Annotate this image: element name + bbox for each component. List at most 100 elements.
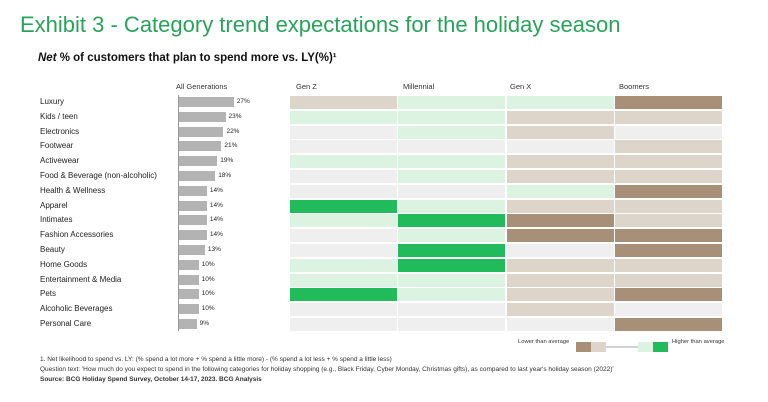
- chart-subtitle: Net % of customers that plan to spend mo…: [38, 52, 337, 64]
- bar-kids-teen: [178, 111, 226, 122]
- bar-footwear: [178, 141, 222, 152]
- heatmap-cell-electronics-gen-x: [507, 125, 614, 139]
- heatmap-cell-footwear-boomers: [615, 140, 722, 154]
- heatmap-cell-beauty-boomers: [615, 244, 722, 257]
- exhibit-title: Exhibit 3 - Category trend expectations …: [20, 12, 621, 37]
- category-label-pets: Pets: [40, 289, 57, 299]
- heatmap-cell-footwear-millennial: [398, 140, 505, 154]
- heatmap-cell-health-wellness-boomers: [615, 184, 722, 198]
- heatmap-cell-pets-gen-z: [290, 288, 397, 302]
- heatmap-cell-activewear-boomers: [615, 155, 722, 169]
- bar-value-label-intimates: 14%: [209, 216, 223, 224]
- heatmap-cell-beauty-gen-z: [290, 244, 397, 257]
- heatmap-cell-home-goods-millennial: [398, 258, 505, 272]
- bar-value-label-footwear: 21%: [224, 142, 238, 150]
- bar-value-label-beauty: 13%: [207, 246, 221, 253]
- heatmap-cell-electronics-gen-z: [290, 125, 397, 139]
- bar-intimates: [178, 215, 207, 226]
- bar-value-label-electronics: 22%: [226, 127, 240, 135]
- heatmap-cell-apparel-boomers: [615, 199, 722, 213]
- column-header-all-generations: All Generations: [176, 82, 228, 91]
- heatmap-cell-electronics-millennial: [398, 125, 505, 139]
- heatmap-cell-footwear-gen-z: [290, 140, 397, 154]
- heatmap-cell-pets-millennial: [398, 288, 505, 302]
- heatmap-cell-pets-gen-x: [507, 288, 614, 302]
- heatmap-cell-fashion-accessories-millennial: [398, 229, 505, 243]
- bar-alcoholic-beverages: [178, 304, 199, 315]
- category-label-entertainment-media: Entertainment & Media: [40, 274, 122, 284]
- category-label-home-goods: Home Goods: [40, 259, 88, 269]
- legend-lower-label: Lower than average: [518, 339, 570, 345]
- heatmap-cell-alcoholic-beverages-gen-x: [507, 303, 614, 317]
- bar-value-label-activewear: 19%: [220, 157, 234, 165]
- heatmap-cell-health-wellness-millennial: [398, 184, 505, 198]
- bar-pets: [178, 289, 199, 300]
- heatmap-cell-personal-care-gen-x: [507, 318, 614, 331]
- legend-higher-label: Higher than average: [672, 339, 725, 345]
- category-label-food-beverage-non-alcoholic: Food & Beverage (non-alcoholic): [40, 171, 157, 180]
- heatmap-cell-personal-care-boomers: [615, 318, 722, 331]
- heatmap-cell-beauty-millennial: [398, 244, 505, 257]
- subtitle-emphasis: Net: [38, 52, 57, 64]
- heatmap-cell-apparel-gen-x: [507, 199, 614, 213]
- heatmap-cell-activewear-gen-x: [507, 155, 614, 169]
- heatmap-cell-footwear-gen-x: [507, 140, 614, 154]
- heatmap-cell-food-beverage-non-alcoholic-gen-x: [507, 170, 614, 183]
- bar-food-beverage-non-alcoholic: [178, 171, 216, 181]
- category-label-activewear: Activewear: [40, 156, 80, 166]
- footnote-source-text: Source: BCG Holiday Spend Survey, Octobe…: [40, 376, 262, 383]
- category-label-luxury: Luxury: [40, 97, 65, 106]
- heatmap-cell-entertainment-media-millennial: [398, 273, 505, 287]
- bar-personal-care: [178, 319, 197, 329]
- heatmap-cell-entertainment-media-gen-z: [290, 273, 397, 287]
- heatmap-cell-fashion-accessories-gen-z: [290, 229, 397, 243]
- heatmap-cell-food-beverage-non-alcoholic-boomers: [615, 170, 722, 183]
- heatmap-cell-home-goods-gen-x: [507, 258, 614, 272]
- heatmap-cell-food-beverage-non-alcoholic-millennial: [398, 170, 505, 183]
- column-header-gen-z: Gen Z: [296, 82, 317, 91]
- heatmap-cell-food-beverage-non-alcoholic-gen-z: [290, 170, 397, 183]
- heatmap-cell-entertainment-media-gen-x: [507, 273, 614, 287]
- bar-value-label-personal-care: 9%: [199, 320, 209, 327]
- heatmap-cell-kids-teen-gen-x: [507, 110, 614, 124]
- heatmap-cell-fashion-accessories-boomers: [615, 229, 722, 243]
- category-label-personal-care: Personal Care: [40, 319, 92, 328]
- bar-value-label-kids-teen: 23%: [228, 112, 242, 120]
- category-label-apparel: Apparel: [40, 200, 68, 210]
- bar-apparel: [178, 200, 207, 211]
- bar-axis-line: [178, 95, 179, 331]
- bar-electronics: [178, 126, 224, 137]
- heatmap-cell-home-goods-boomers: [615, 258, 722, 272]
- category-label-alcoholic-beverages: Alcoholic Beverages: [40, 304, 113, 314]
- heatmap-cell-personal-care-gen-z: [290, 318, 397, 331]
- legend-swatch-higher-mild: [638, 342, 653, 352]
- column-header-gen-x: Gen X: [510, 82, 532, 91]
- category-label-fashion-accessories: Fashion Accessories: [40, 230, 114, 240]
- heatmap-cell-intimates-boomers: [615, 214, 722, 228]
- heatmap-cell-health-wellness-gen-z: [290, 184, 397, 198]
- heatmap-cell-fashion-accessories-gen-x: [507, 229, 614, 243]
- category-label-footwear: Footwear: [40, 141, 74, 151]
- legend-swatch-higher-strong: [653, 342, 668, 352]
- heatmap-cell-home-goods-gen-z: [290, 258, 397, 272]
- column-header-boomers: Boomers: [619, 82, 650, 91]
- heatmap-cell-personal-care-millennial: [398, 318, 505, 331]
- heatmap-cell-electronics-boomers: [615, 125, 722, 139]
- heatmap-cell-luxury-gen-z: [290, 96, 397, 109]
- bar-value-label-apparel: 14%: [209, 201, 223, 209]
- legend-swatch-lower-strong: [576, 342, 591, 352]
- heatmap-cell-apparel-gen-z: [290, 199, 397, 213]
- bar-fashion-accessories: [178, 230, 207, 241]
- legend-gradient-strip: [576, 342, 668, 352]
- heatmap-cell-intimates-gen-x: [507, 214, 614, 228]
- heatmap-cell-apparel-millennial: [398, 199, 505, 213]
- bar-entertainment-media: [178, 274, 199, 285]
- heatmap-cell-alcoholic-beverages-millennial: [398, 303, 505, 317]
- heatmap-cell-activewear-millennial: [398, 155, 505, 169]
- footnote-source: Source: BCG Holiday Spend Survey, Octobe…: [40, 376, 262, 383]
- bar-value-label-luxury: 27%: [236, 98, 250, 105]
- heatmap-cell-alcoholic-beverages-boomers: [615, 303, 722, 317]
- heatmap-cell-alcoholic-beverages-gen-z: [290, 303, 397, 317]
- heatmap-cell-health-wellness-gen-x: [507, 184, 614, 198]
- category-label-beauty: Beauty: [40, 245, 65, 254]
